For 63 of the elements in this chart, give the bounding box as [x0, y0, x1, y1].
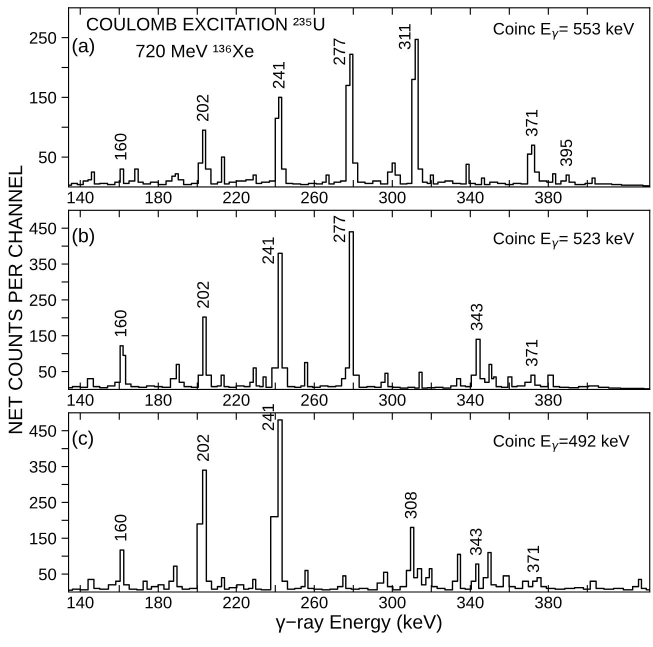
annotation: 343: [470, 304, 483, 330]
x-tick-label: 260: [301, 596, 328, 608]
annotation: (c): [72, 430, 93, 449]
y-tick-label: 350: [30, 460, 56, 473]
x-tick-label: 340: [457, 192, 484, 204]
annotation: 160: [114, 134, 126, 160]
annotation: 371: [527, 546, 540, 572]
x-tick-label: 260: [301, 394, 328, 406]
annotation: 277: [333, 38, 346, 65]
y-tick-label: 450: [29, 222, 56, 234]
annotation: (b): [72, 228, 94, 246]
y-tick-label: 450: [29, 425, 56, 437]
annotation: 395: [560, 140, 572, 166]
x-tick-label: 380: [535, 192, 562, 204]
x-tick-label: 340: [457, 596, 484, 608]
x-tick-label: 140: [68, 596, 94, 608]
x-tick-label: 300: [379, 394, 406, 406]
y-tick-label: 150: [30, 330, 56, 342]
x-tick-label: 180: [146, 596, 172, 608]
y-tick-label: 50: [38, 152, 56, 164]
annotation: 311: [398, 24, 411, 50]
annotation: Coinc E$_{γ}$= 523 keV: [494, 232, 634, 250]
x-tick-label: 260: [301, 192, 328, 204]
annotation: 343: [470, 528, 482, 556]
x-tick-label: 300: [379, 596, 406, 608]
x-tick-label: 140: [68, 394, 94, 406]
annotation: (a): [72, 38, 94, 56]
y-tick-label: 50: [38, 568, 56, 580]
y-tick-label: 250: [30, 32, 56, 44]
chart-title: COULOMB EXCITATION ²³⁵U: [86, 18, 324, 31]
y-tick-label: 250: [30, 294, 56, 306]
annotation: 202: [197, 434, 209, 461]
annotation: Coinc E$_{γ}$=492 keV: [494, 434, 630, 452]
y-tick-label: 350: [30, 258, 56, 270]
annotation: 308: [404, 492, 417, 519]
y-tick-label: 50: [38, 366, 56, 378]
x-tick-label: 380: [535, 596, 562, 608]
x-tick-label: 380: [535, 394, 562, 406]
y-tick-label: 150: [30, 532, 56, 544]
text: 720 MeV ¹³⁶Xe: [136, 44, 254, 58]
annotation: 371: [526, 340, 538, 366]
annotation: 160: [114, 310, 126, 336]
annotation: 160: [114, 514, 126, 540]
x-tick-label: 300: [379, 192, 406, 204]
x-tick-label: 220: [223, 394, 250, 406]
x-tick-label: 140: [68, 192, 94, 204]
annotation: 277: [333, 216, 346, 242]
annotation: 241: [262, 237, 274, 264]
annotation: Coinc E$_{γ}$= 553 keV: [494, 22, 634, 40]
x-tick-label: 180: [146, 394, 172, 406]
y-axis-title: NET COUNTS PER CHANNEL: [8, 166, 22, 434]
annotation: 202: [197, 282, 209, 308]
annotation: 202: [196, 94, 209, 122]
y-tick-label: 250: [30, 496, 56, 509]
x-tick-label: 340: [457, 394, 484, 406]
x-tick-label: 180: [146, 192, 172, 204]
x-tick-label: 220: [223, 596, 250, 608]
x-tick-label: 220: [223, 192, 250, 204]
x-axis-title: γ−ray Energy (keV): [276, 614, 442, 633]
annotation: 371: [526, 110, 538, 136]
y-tick-label: 150: [30, 92, 56, 104]
annotation: 241: [272, 62, 284, 88]
annotation: 241: [262, 404, 274, 430]
